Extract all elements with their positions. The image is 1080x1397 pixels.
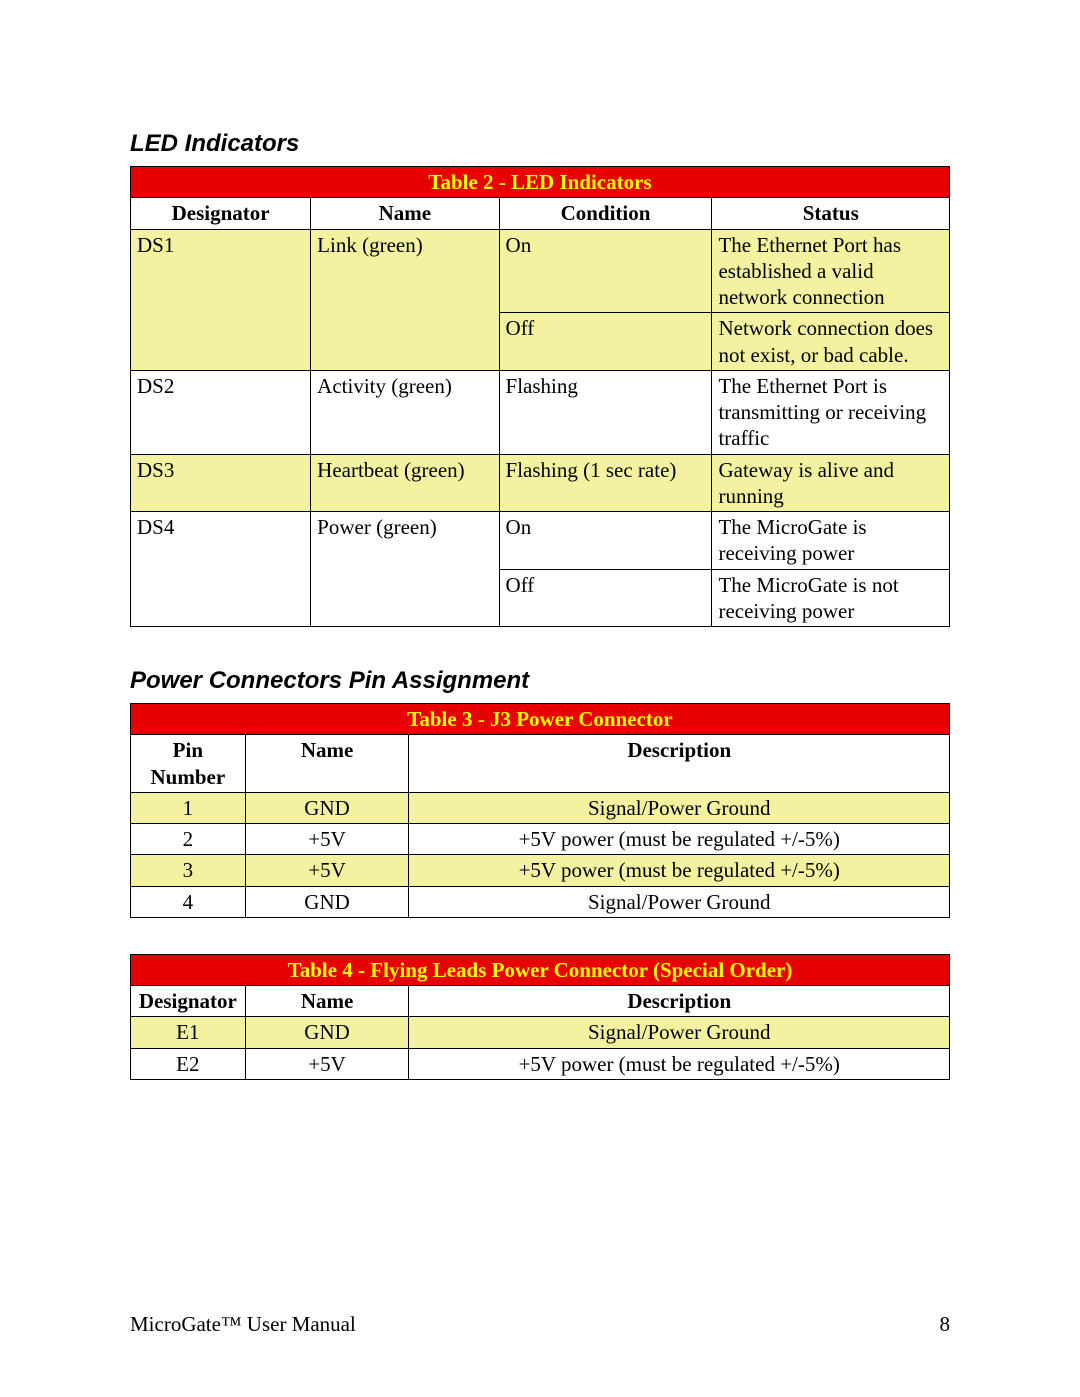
table-row: 3 +5V +5V power (must be regulated +/-5%… bbox=[131, 855, 950, 886]
cell: E1 bbox=[131, 1017, 246, 1048]
table-row: 1 GND Signal/Power Ground bbox=[131, 792, 950, 823]
cell: +5V bbox=[245, 855, 409, 886]
cell: +5V bbox=[245, 1048, 409, 1079]
cell-condition: Off bbox=[499, 313, 712, 371]
cell: 2 bbox=[131, 824, 246, 855]
table-caption-row: Table 3 - J3 Power Connector bbox=[131, 704, 950, 735]
col-designator: Designator bbox=[131, 198, 311, 229]
table-flying-leads: Table 4 - Flying Leads Power Connector (… bbox=[130, 954, 950, 1080]
table-caption-row: Table 4 - Flying Leads Power Connector (… bbox=[131, 954, 950, 985]
cell-condition: Off bbox=[499, 569, 712, 627]
col-name: Name bbox=[245, 986, 409, 1017]
cell-name: Heartbeat (green) bbox=[311, 454, 499, 512]
table-row: DS4 Power (green) On The MicroGate is re… bbox=[131, 512, 950, 570]
table-led-indicators: Table 2 - LED Indicators Designator Name… bbox=[130, 166, 950, 627]
cell: GND bbox=[245, 886, 409, 917]
cell-designator: DS2 bbox=[131, 370, 311, 454]
cell-name: Link (green) bbox=[311, 229, 499, 370]
cell-designator: DS4 bbox=[131, 512, 311, 627]
cell-status: The Ethernet Port has established a vali… bbox=[712, 229, 950, 313]
table-row: DS1 Link (green) On The Ethernet Port ha… bbox=[131, 229, 950, 313]
cell: +5V bbox=[245, 824, 409, 855]
table-j3-power: Table 3 - J3 Power Connector Pin Number … bbox=[130, 703, 950, 918]
section-heading-power: Power Connectors Pin Assignment bbox=[130, 667, 950, 695]
cell: GND bbox=[245, 1017, 409, 1048]
footer-right: 8 bbox=[940, 1312, 951, 1337]
col-name: Name bbox=[245, 735, 409, 793]
cell-status: Gateway is alive and running bbox=[712, 454, 950, 512]
cell-status: The MicroGate is not receiving power bbox=[712, 569, 950, 627]
cell: +5V power (must be regulated +/-5%) bbox=[409, 824, 950, 855]
cell-name: Power (green) bbox=[311, 512, 499, 627]
table-row: DS2 Activity (green) Flashing The Ethern… bbox=[131, 370, 950, 454]
table-header-row: Designator Name Description bbox=[131, 986, 950, 1017]
cell-condition: On bbox=[499, 512, 712, 570]
cell-condition: Flashing bbox=[499, 370, 712, 454]
table-caption: Table 4 - Flying Leads Power Connector (… bbox=[131, 954, 950, 985]
col-name: Name bbox=[311, 198, 499, 229]
cell: 4 bbox=[131, 886, 246, 917]
col-description: Description bbox=[409, 986, 950, 1017]
table-row: 2 +5V +5V power (must be regulated +/-5%… bbox=[131, 824, 950, 855]
col-description: Description bbox=[409, 735, 950, 793]
cell-designator: DS3 bbox=[131, 454, 311, 512]
cell-condition: Flashing (1 sec rate) bbox=[499, 454, 712, 512]
cell-status: The MicroGate is receiving power bbox=[712, 512, 950, 570]
cell: E2 bbox=[131, 1048, 246, 1079]
cell: Signal/Power Ground bbox=[409, 886, 950, 917]
table-row: DS3 Heartbeat (green) Flashing (1 sec ra… bbox=[131, 454, 950, 512]
cell: GND bbox=[245, 792, 409, 823]
footer-left: MicroGate™ User Manual bbox=[130, 1312, 356, 1337]
col-condition: Condition bbox=[499, 198, 712, 229]
cell: Signal/Power Ground bbox=[409, 1017, 950, 1048]
table-row: E2 +5V +5V power (must be regulated +/-5… bbox=[131, 1048, 950, 1079]
col-designator: Designator bbox=[131, 986, 246, 1017]
table-caption: Table 3 - J3 Power Connector bbox=[131, 704, 950, 735]
table-row: E1 GND Signal/Power Ground bbox=[131, 1017, 950, 1048]
cell-status: The Ethernet Port is transmitting or rec… bbox=[712, 370, 950, 454]
table-header-row: Designator Name Condition Status bbox=[131, 198, 950, 229]
table-header-row: Pin Number Name Description bbox=[131, 735, 950, 793]
cell: 1 bbox=[131, 792, 246, 823]
table-row: 4 GND Signal/Power Ground bbox=[131, 886, 950, 917]
col-status: Status bbox=[712, 198, 950, 229]
cell: +5V power (must be regulated +/-5%) bbox=[409, 855, 950, 886]
cell: Signal/Power Ground bbox=[409, 792, 950, 823]
cell: 3 bbox=[131, 855, 246, 886]
cell: +5V power (must be regulated +/-5%) bbox=[409, 1048, 950, 1079]
cell-status: Network connection does not exist, or ba… bbox=[712, 313, 950, 371]
cell-name: Activity (green) bbox=[311, 370, 499, 454]
section-heading-led: LED Indicators bbox=[130, 130, 950, 158]
cell-designator: DS1 bbox=[131, 229, 311, 370]
table-caption-row: Table 2 - LED Indicators bbox=[131, 167, 950, 198]
col-pin: Pin Number bbox=[131, 735, 246, 793]
cell-condition: On bbox=[499, 229, 712, 313]
table-caption: Table 2 - LED Indicators bbox=[131, 167, 950, 198]
page-footer: MicroGate™ User Manual 8 bbox=[130, 1312, 950, 1337]
page: LED Indicators Table 2 - LED Indicators … bbox=[0, 0, 1080, 1397]
